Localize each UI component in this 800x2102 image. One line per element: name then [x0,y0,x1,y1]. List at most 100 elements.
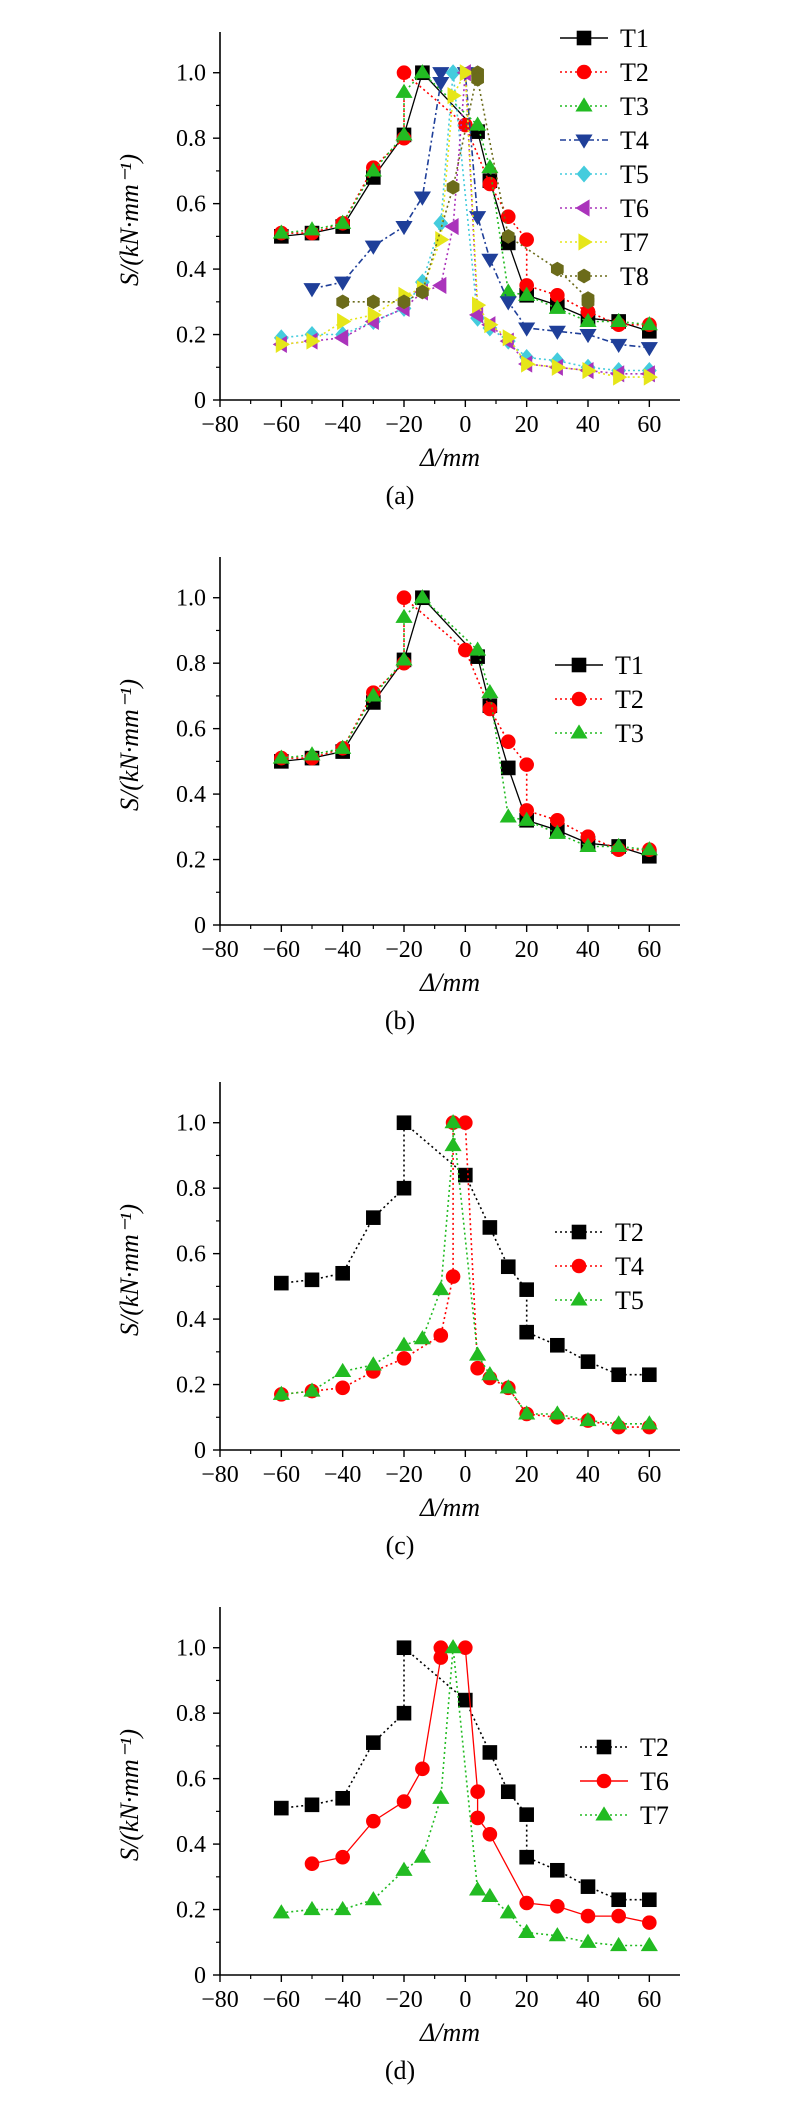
point-T2-8 [500,1784,516,1800]
y-axis-label: S/(kN·mm⁻¹) [115,679,144,811]
point-T2-9 [519,757,534,772]
point-T7-15 [613,368,628,386]
point-T5-16 [640,1415,658,1430]
point-T2-8 [500,734,516,750]
point-T3-7 [469,641,487,656]
point-T5-4 [395,1336,413,1351]
point-T3-14 [640,316,658,331]
point-T6-14 [611,1908,626,1924]
point-T7-3 [364,1891,382,1906]
point-T4-11 [518,322,536,337]
panel-label: (d) [385,2056,415,2085]
point-T5-1 [303,1382,321,1397]
x-tick-label: 0 [459,1462,471,1488]
y-tick-label: 0 [194,1438,206,1464]
y-tick-label: 1.0 [176,1111,206,1137]
series-line-T1 [281,596,650,857]
point-T5-13 [548,1405,566,1420]
point-T7-7 [447,87,462,105]
legend-marker-T1 [571,657,587,673]
legend-label-T4: T4 [615,1252,644,1281]
point-T4-1 [334,276,352,291]
point-T8-1 [366,294,380,310]
legend-marker-T6 [575,199,590,217]
legend-marker-T8 [577,268,591,284]
series-T8-a [336,65,595,310]
point-T2-0 [274,1275,289,1291]
y-axis-label: S/(kN·mm⁻¹) [115,154,144,286]
point-T4-0 [303,283,321,298]
series-line-T3 [281,596,650,851]
point-T2-5 [396,590,412,606]
point-T7-16 [643,368,658,386]
series-T7-a [275,64,658,386]
legend-label-T6: T6 [640,1767,669,1796]
point-T3-1 [303,746,321,761]
y-tick-label: 0.8 [176,1701,206,1727]
point-T2-14 [642,1367,657,1383]
point-T3-4 [395,126,413,141]
point-T5-0 [272,1385,290,1400]
point-T2-14 [642,1892,657,1908]
point-T2-12 [580,1354,596,1369]
x-tick-label: −60 [263,412,301,438]
legend-label-T7: T7 [640,1801,669,1830]
legend-label-T3: T3 [620,92,649,121]
point-T5-2 [334,1362,352,1378]
point-T7-0 [272,1904,290,1919]
point-T6-7 [444,217,459,236]
legend-marker-T4 [571,1258,587,1274]
point-T3-5 [395,83,413,98]
series-T1-a [274,65,657,339]
point-T2-11 [550,1862,565,1878]
y-tick-label: 0.6 [176,717,206,743]
y-tick-label: 1.0 [176,1636,206,1662]
point-T4-4 [413,191,431,206]
x-tick-label: −20 [385,1462,423,1488]
x-tick-label: 60 [637,412,661,438]
point-T7-3 [367,306,382,324]
series-T4-a [303,67,658,357]
x-tick-label: −40 [324,412,362,438]
point-T3-12 [579,312,597,328]
chart-panel-b: −80 −60 −40 −20 0 20 40 60 0 0.2 0.4 0.6 0.8 1.0 Δ/mm S… [115,557,680,1035]
y-axis-label: S/(kN·mm⁻¹) [115,1729,144,1861]
point-T2-1 [304,1797,320,1813]
point-T5-10 [481,1366,499,1381]
legend: T1 T2 T3 T4 T5 T6 T7 T8 [560,24,649,291]
y-tick-label: 0 [194,1963,206,1989]
y-tick-label: 0.4 [176,782,206,808]
legend-label-T1: T1 [620,24,649,53]
point-T7-2 [334,1900,352,1916]
point-T5-7 [444,1137,462,1152]
legend-marker-T2 [571,1224,587,1240]
x-tick-label: −20 [385,1987,423,2013]
point-T4-5 [433,1328,449,1343]
point-T5-12 [518,1405,536,1420]
point-T5-5 [413,1330,431,1345]
point-T7-9 [472,296,487,314]
x-tick-label: −20 [385,937,423,963]
legend-marker-T2 [571,691,587,707]
point-T7-13 [551,358,566,376]
legend: T2 T6 T7 [580,1733,669,1830]
point-T8-0 [336,294,350,310]
point-T2-10 [519,1849,534,1865]
legend-marker-T4 [575,134,593,149]
point-T4-2 [364,240,382,255]
legend-marker-T7 [595,1806,613,1821]
point-T2-9 [519,1807,534,1822]
legend-label-T6: T6 [620,194,649,223]
point-T3-6 [413,589,431,604]
point-T3-14 [640,841,658,856]
point-T6-1 [335,1849,350,1865]
point-T3-0 [272,224,290,239]
legend-marker-T2 [576,64,592,80]
point-T4-8 [458,1115,473,1131]
x-tick-label: 0 [459,937,471,963]
point-T7-15 [640,1936,658,1952]
point-T2-8 [500,1259,516,1275]
point-T6-6 [432,276,447,295]
panel-label: (a) [386,481,415,510]
x-tick-label: −60 [263,1462,301,1488]
